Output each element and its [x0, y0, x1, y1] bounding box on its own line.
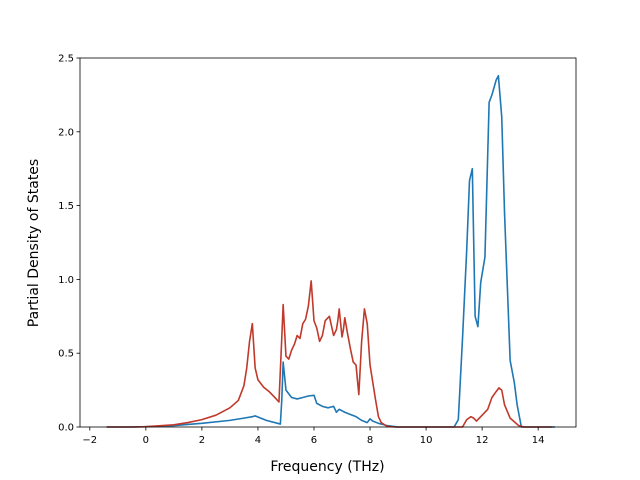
x-tick-label: 8 — [367, 435, 373, 446]
x-tick-label: −2 — [82, 435, 97, 446]
y-tick-label: 1.5 — [58, 201, 74, 212]
series-layer — [106, 74, 555, 428]
y-tick-label: 0.0 — [58, 423, 74, 434]
y-tick-label: 2.0 — [58, 127, 74, 138]
axes-frame — [79, 57, 577, 428]
x-tick-label: 6 — [311, 435, 317, 446]
x-tick-label: 10 — [420, 435, 433, 446]
y-axis-label: Partial Density of States — [26, 159, 42, 327]
plot-area — [80, 58, 576, 427]
x-axis-label: Frequency (THz) — [270, 459, 384, 475]
y-tick-label: 0.5 — [58, 349, 74, 360]
x-tick-label: 4 — [255, 435, 261, 446]
y-tick-label: 1.0 — [58, 275, 74, 286]
plot-background — [80, 58, 576, 427]
series-line-1 — [106, 74, 555, 428]
x-tick-label: 14 — [532, 435, 545, 446]
x-tick-label: 2 — [199, 435, 205, 446]
x-tick-label: 0 — [143, 435, 149, 446]
y-tick-label: 2.5 — [58, 54, 74, 65]
axes-layer: −2 0 2 4 6 8 10 12 14 0.0 0.5 1.0 1.5 2.0 2.5 — [58, 54, 577, 446]
x-tick-label: 12 — [476, 435, 489, 446]
series-line-2 — [106, 280, 553, 428]
